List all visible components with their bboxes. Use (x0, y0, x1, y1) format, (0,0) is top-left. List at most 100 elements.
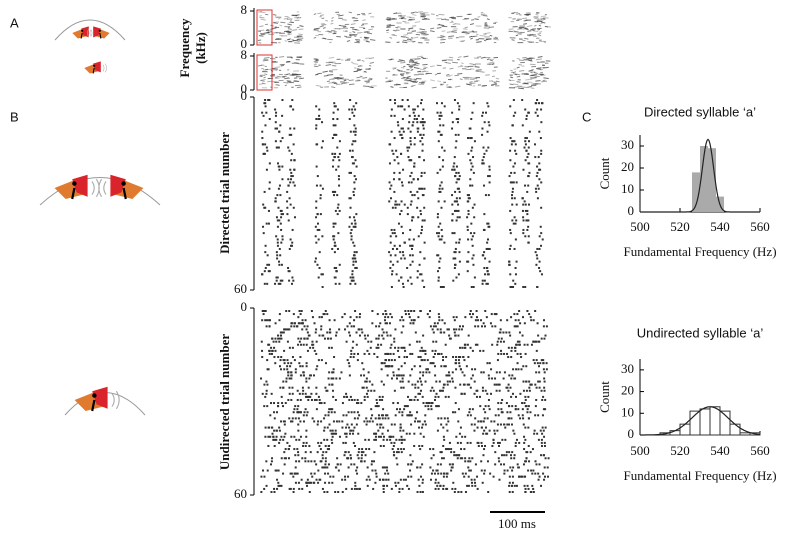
spike (279, 185, 281, 187)
spike (411, 200, 413, 202)
spike (397, 124, 399, 126)
spike (294, 405, 296, 407)
spike (527, 408, 529, 410)
spike (351, 325, 353, 327)
spike (327, 427, 329, 429)
spike (390, 235, 392, 237)
spike (454, 156, 456, 158)
spike (344, 451, 346, 453)
spike (542, 238, 544, 240)
spectrogram-streak (541, 75, 545, 76)
spike (331, 411, 333, 413)
spike (389, 267, 391, 269)
spike (396, 408, 398, 410)
spike (467, 261, 469, 263)
spike (265, 267, 267, 269)
spectrogram-streak (535, 81, 540, 82)
spike (454, 257, 456, 259)
spike (318, 359, 320, 361)
spectrogram-streak (476, 42, 481, 43)
spike (279, 387, 281, 389)
spike (474, 276, 476, 278)
spike (266, 485, 268, 487)
spike (371, 310, 373, 312)
spike (438, 140, 440, 142)
spike (280, 229, 282, 231)
spike (501, 454, 503, 456)
spike (352, 264, 354, 266)
panel-label: A (10, 15, 19, 30)
spike (353, 325, 355, 327)
spike (527, 396, 529, 398)
spike (488, 377, 490, 379)
spectrogram-streak (259, 26, 263, 27)
spike (471, 238, 473, 240)
spike (378, 417, 380, 419)
spike (260, 491, 262, 493)
spike (278, 131, 280, 133)
spike (355, 178, 357, 180)
spectrogram-streak (356, 77, 360, 78)
spike (515, 445, 517, 447)
spike (354, 488, 356, 490)
spike (351, 273, 353, 275)
spike (538, 248, 540, 250)
spike (277, 162, 279, 164)
spike (394, 359, 396, 361)
spike (454, 488, 456, 490)
spike (299, 420, 301, 422)
spectrogram-streak (281, 65, 284, 66)
spike (538, 371, 540, 373)
spike (306, 338, 308, 340)
spike (397, 261, 399, 263)
spectrogram-streak (496, 78, 499, 79)
spike (328, 448, 330, 450)
spike (269, 353, 271, 355)
spike (535, 463, 537, 465)
spike (319, 251, 321, 253)
spike (320, 448, 322, 450)
spike (278, 341, 280, 343)
spectrogram-streak (357, 32, 362, 33)
spike (397, 347, 399, 349)
spike (468, 470, 470, 472)
spike (382, 338, 384, 340)
spike (442, 166, 444, 168)
spike (353, 463, 355, 465)
spike (503, 424, 505, 426)
spike (401, 451, 403, 453)
spike (445, 396, 447, 398)
spike (534, 362, 536, 364)
spike (470, 442, 472, 444)
spike (288, 457, 290, 459)
spike (267, 445, 269, 447)
spike (476, 390, 478, 392)
spike (473, 232, 475, 234)
spike (331, 377, 333, 379)
spike (394, 115, 396, 117)
spike (397, 482, 399, 484)
spike (473, 102, 475, 104)
spectrogram-streak (323, 27, 325, 28)
spike (470, 150, 472, 152)
bar (740, 433, 750, 435)
spike (514, 347, 516, 349)
spike (312, 417, 314, 419)
spectrogram-streak (539, 32, 542, 33)
spike (390, 442, 392, 444)
spike (494, 313, 496, 315)
spike (440, 238, 442, 240)
spike (440, 463, 442, 465)
spike (352, 257, 354, 259)
spike (384, 319, 386, 321)
spike (407, 476, 409, 478)
spike (279, 248, 281, 250)
spike (438, 267, 440, 269)
spike (352, 433, 354, 435)
spike (402, 128, 404, 130)
spike (418, 188, 420, 190)
spike (407, 150, 409, 152)
spike (286, 365, 288, 367)
spike (408, 313, 410, 315)
spike (437, 430, 439, 432)
